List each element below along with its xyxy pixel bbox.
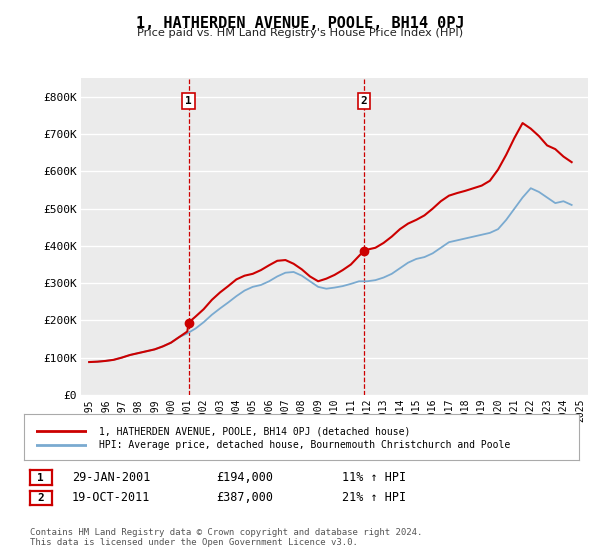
Text: £387,000: £387,000 bbox=[216, 491, 273, 504]
Text: Contains HM Land Registry data © Crown copyright and database right 2024.
This d: Contains HM Land Registry data © Crown c… bbox=[30, 528, 422, 547]
Text: Price paid vs. HM Land Registry's House Price Index (HPI): Price paid vs. HM Land Registry's House … bbox=[137, 28, 463, 38]
Text: 19-OCT-2011: 19-OCT-2011 bbox=[72, 491, 151, 504]
Text: 1, HATHERDEN AVENUE, POOLE, BH14 0PJ: 1, HATHERDEN AVENUE, POOLE, BH14 0PJ bbox=[136, 16, 464, 31]
Text: 11% ↑ HPI: 11% ↑ HPI bbox=[342, 470, 406, 484]
Text: 1: 1 bbox=[185, 96, 192, 106]
Text: 1, HATHERDEN AVENUE, POOLE, BH14 0PJ (detached house): 1, HATHERDEN AVENUE, POOLE, BH14 0PJ (de… bbox=[99, 426, 410, 436]
Text: 21% ↑ HPI: 21% ↑ HPI bbox=[342, 491, 406, 504]
Text: £194,000: £194,000 bbox=[216, 470, 273, 484]
Text: 2: 2 bbox=[37, 493, 44, 503]
Text: 29-JAN-2001: 29-JAN-2001 bbox=[72, 470, 151, 484]
Text: 1: 1 bbox=[37, 473, 44, 483]
Text: 2: 2 bbox=[361, 96, 367, 106]
Text: HPI: Average price, detached house, Bournemouth Christchurch and Poole: HPI: Average price, detached house, Bour… bbox=[99, 440, 510, 450]
